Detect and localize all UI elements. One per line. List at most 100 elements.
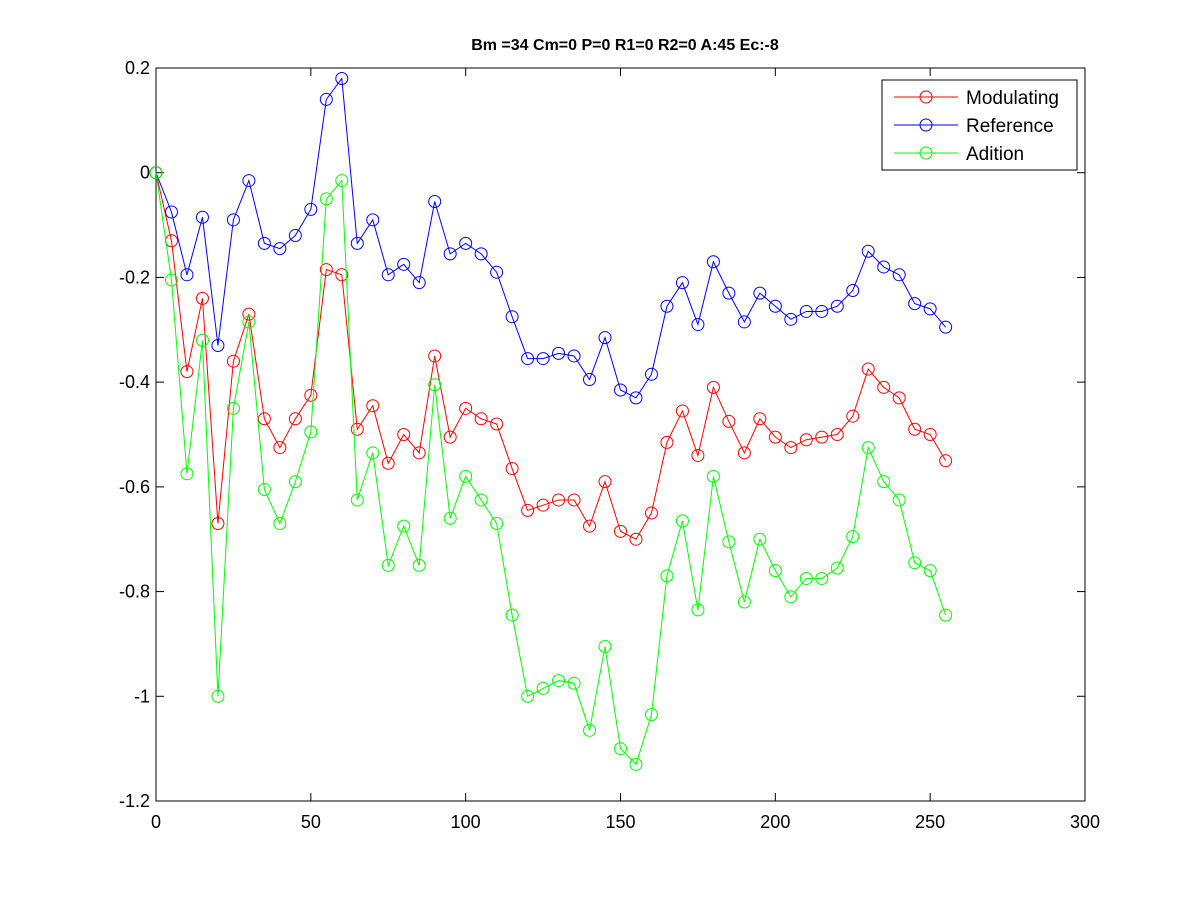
data-point bbox=[319, 263, 333, 277]
x-tick-label: 50 bbox=[301, 812, 321, 832]
data-point bbox=[443, 430, 457, 444]
data-point bbox=[908, 556, 922, 570]
data-point bbox=[923, 564, 937, 578]
data-point bbox=[521, 352, 535, 366]
data-point bbox=[304, 202, 318, 216]
data-point bbox=[815, 571, 829, 585]
data-point bbox=[567, 349, 581, 363]
data-point bbox=[164, 205, 178, 219]
data-point bbox=[908, 297, 922, 311]
data-point bbox=[474, 493, 488, 507]
legend-marker bbox=[919, 146, 933, 160]
data-point bbox=[552, 346, 566, 360]
data-point bbox=[536, 681, 550, 695]
data-point bbox=[799, 433, 813, 447]
data-point bbox=[180, 268, 194, 282]
plot-area: 0 50 100 150 200 250 300 0.2 0 -0.2 -0.4 -0.6 -0.8 -1… bbox=[119, 58, 1100, 832]
data-point bbox=[319, 192, 333, 206]
data-point bbox=[397, 257, 411, 271]
y-tick-label: -0.4 bbox=[119, 372, 150, 392]
data-point bbox=[366, 399, 380, 413]
data-point bbox=[490, 517, 504, 531]
series-modulating bbox=[149, 166, 953, 546]
data-point bbox=[505, 310, 519, 324]
data-point bbox=[583, 373, 597, 387]
data-point bbox=[799, 571, 813, 585]
y-tick-label: 0 bbox=[140, 163, 150, 183]
axes-box bbox=[155, 67, 1086, 802]
data-point bbox=[195, 291, 209, 305]
y-tick-label: -1 bbox=[134, 686, 150, 706]
data-point bbox=[226, 401, 240, 415]
data-point bbox=[412, 276, 426, 290]
data-point bbox=[242, 174, 256, 188]
data-point bbox=[753, 532, 767, 546]
data-point bbox=[536, 352, 550, 366]
data-point bbox=[226, 354, 240, 368]
data-point bbox=[768, 299, 782, 313]
data-point bbox=[474, 412, 488, 426]
data-point bbox=[567, 676, 581, 690]
data-point bbox=[381, 268, 395, 282]
data-point bbox=[892, 268, 906, 282]
data-point bbox=[335, 268, 349, 282]
data-point bbox=[521, 503, 535, 517]
data-point bbox=[536, 498, 550, 512]
data-point bbox=[892, 493, 906, 507]
data-point bbox=[629, 757, 643, 771]
data-point bbox=[459, 469, 473, 483]
series-line bbox=[155, 172, 947, 766]
data-point bbox=[490, 265, 504, 279]
data-point bbox=[846, 409, 860, 423]
data-point bbox=[567, 493, 581, 507]
x-tick-label: 100 bbox=[451, 812, 481, 832]
data-point bbox=[784, 441, 798, 455]
data-point bbox=[706, 469, 720, 483]
data-point bbox=[877, 475, 891, 489]
data-point bbox=[459, 401, 473, 415]
data-point bbox=[629, 532, 643, 546]
data-point bbox=[815, 304, 829, 318]
data-point bbox=[195, 210, 209, 224]
data-point bbox=[552, 493, 566, 507]
data-point bbox=[211, 689, 225, 703]
data-point bbox=[180, 365, 194, 379]
data-point bbox=[660, 299, 674, 313]
data-point bbox=[428, 195, 442, 209]
data-point bbox=[273, 517, 287, 531]
data-point bbox=[815, 430, 829, 444]
data-point bbox=[908, 422, 922, 436]
data-point bbox=[939, 320, 953, 334]
data-point bbox=[877, 380, 891, 394]
y-tick-label: 0.2 bbox=[125, 58, 150, 78]
data-point bbox=[629, 391, 643, 405]
data-point bbox=[257, 412, 271, 426]
data-point bbox=[644, 708, 658, 722]
data-point bbox=[412, 446, 426, 460]
x-tick-label: 0 bbox=[151, 812, 161, 832]
y-tick-label: -0.2 bbox=[119, 267, 150, 287]
data-point bbox=[737, 315, 751, 329]
data-point bbox=[722, 286, 736, 300]
data-point bbox=[675, 276, 689, 290]
data-point bbox=[366, 446, 380, 460]
y-tick-label: -0.6 bbox=[119, 477, 150, 497]
data-point bbox=[443, 247, 457, 261]
data-point bbox=[614, 742, 627, 756]
data-point bbox=[412, 558, 426, 572]
data-point bbox=[428, 349, 442, 363]
data-point bbox=[319, 92, 333, 106]
data-point bbox=[830, 561, 844, 575]
data-point bbox=[598, 640, 612, 654]
data-point bbox=[257, 482, 271, 496]
data-point bbox=[180, 467, 194, 481]
data-point bbox=[830, 299, 844, 313]
data-point bbox=[257, 236, 271, 250]
data-point bbox=[242, 315, 256, 329]
data-point bbox=[614, 383, 627, 397]
data-point bbox=[861, 362, 875, 376]
data-point bbox=[691, 318, 705, 332]
data-point bbox=[304, 425, 318, 439]
series-reference bbox=[149, 71, 953, 405]
data-point bbox=[335, 174, 349, 188]
